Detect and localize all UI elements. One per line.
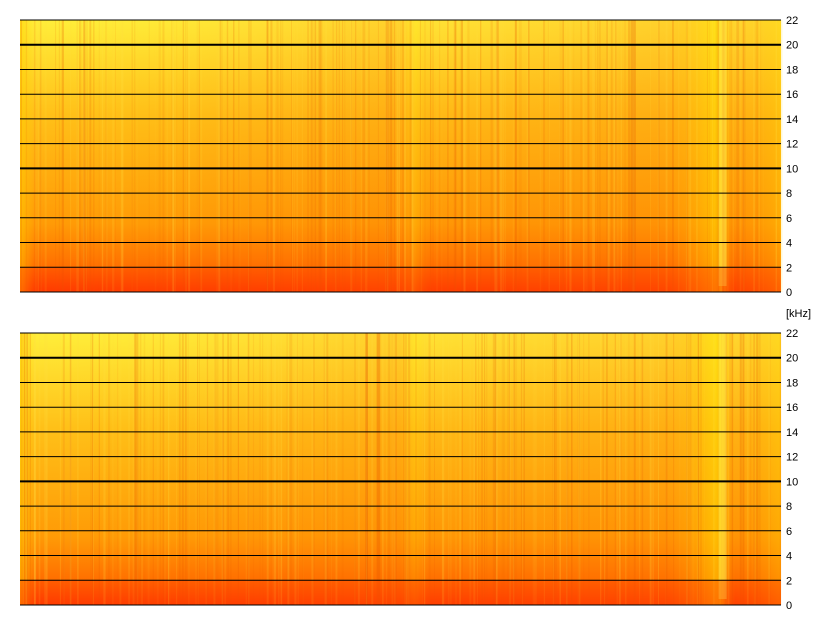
y-tick-label: 14 <box>786 427 798 439</box>
y-tick-label: 18 <box>786 65 798 77</box>
heatmap-variation <box>20 333 781 605</box>
y-tick-label: 20 <box>786 40 798 52</box>
y-tick-label: 0 <box>786 287 792 299</box>
y-tick-label: 22 <box>786 15 798 27</box>
y-tick-label: 16 <box>786 402 798 414</box>
y-tick-label: 2 <box>786 575 792 587</box>
y-tick-label: 6 <box>786 213 792 225</box>
low-frequency-band <box>20 580 781 605</box>
y-tick-label: 10 <box>786 476 798 488</box>
y-tick-label: 6 <box>786 526 792 538</box>
y-tick-label: 4 <box>786 551 792 563</box>
y-tick-label: 0 <box>786 600 792 612</box>
y-tick-label: 18 <box>786 378 798 390</box>
y-tick-label: 8 <box>786 188 792 200</box>
y-tick-label: 12 <box>786 139 798 151</box>
heatmap-streaks <box>20 333 782 605</box>
y-tick-label: 4 <box>786 238 792 250</box>
y-tick-label: 8 <box>786 501 792 513</box>
heatmap-variation <box>20 20 781 292</box>
top-spectrogram-panel: 0 2 4 6 8 10 12 14 16 18 20 22 <box>20 15 798 299</box>
y-tick-label: 22 <box>786 328 798 340</box>
y-tick-label: 16 <box>786 89 798 101</box>
y-tick-label: 20 <box>786 353 798 365</box>
y-tick-label: 10 <box>786 163 798 175</box>
y-tick-label: 12 <box>786 452 798 464</box>
y-tick-label: 14 <box>786 114 798 126</box>
heatmap-streaks <box>20 20 783 292</box>
low-frequency-band <box>20 267 781 292</box>
frequency-unit-label: [kHz] <box>786 308 811 320</box>
y-tick-label: 2 <box>786 262 792 274</box>
bottom-spectrogram-panel: 0 2 4 6 8 10 12 14 16 18 20 22 <box>20 328 798 612</box>
